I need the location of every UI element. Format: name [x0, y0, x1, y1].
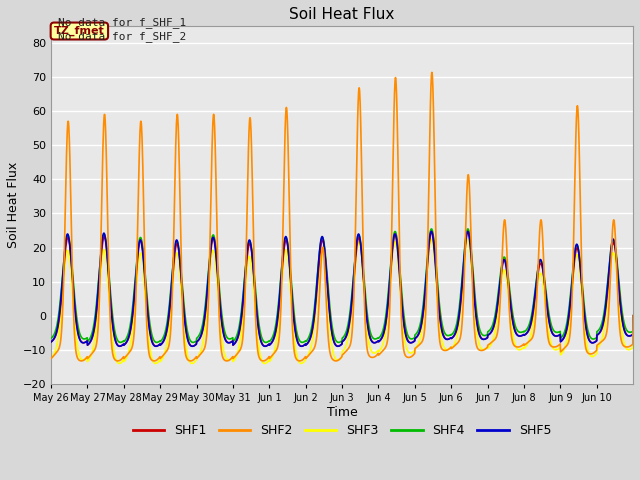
- Legend: SHF1, SHF2, SHF3, SHF4, SHF5: SHF1, SHF2, SHF3, SHF4, SHF5: [128, 419, 556, 442]
- Text: TZ_fmet: TZ_fmet: [54, 26, 105, 36]
- Title: Soil Heat Flux: Soil Heat Flux: [289, 7, 395, 22]
- X-axis label: Time: Time: [326, 406, 358, 419]
- Y-axis label: Soil Heat Flux: Soil Heat Flux: [7, 162, 20, 248]
- Text: No data for f_SHF_2: No data for f_SHF_2: [58, 31, 186, 42]
- Text: No data for f_SHF_1: No data for f_SHF_1: [58, 17, 186, 28]
